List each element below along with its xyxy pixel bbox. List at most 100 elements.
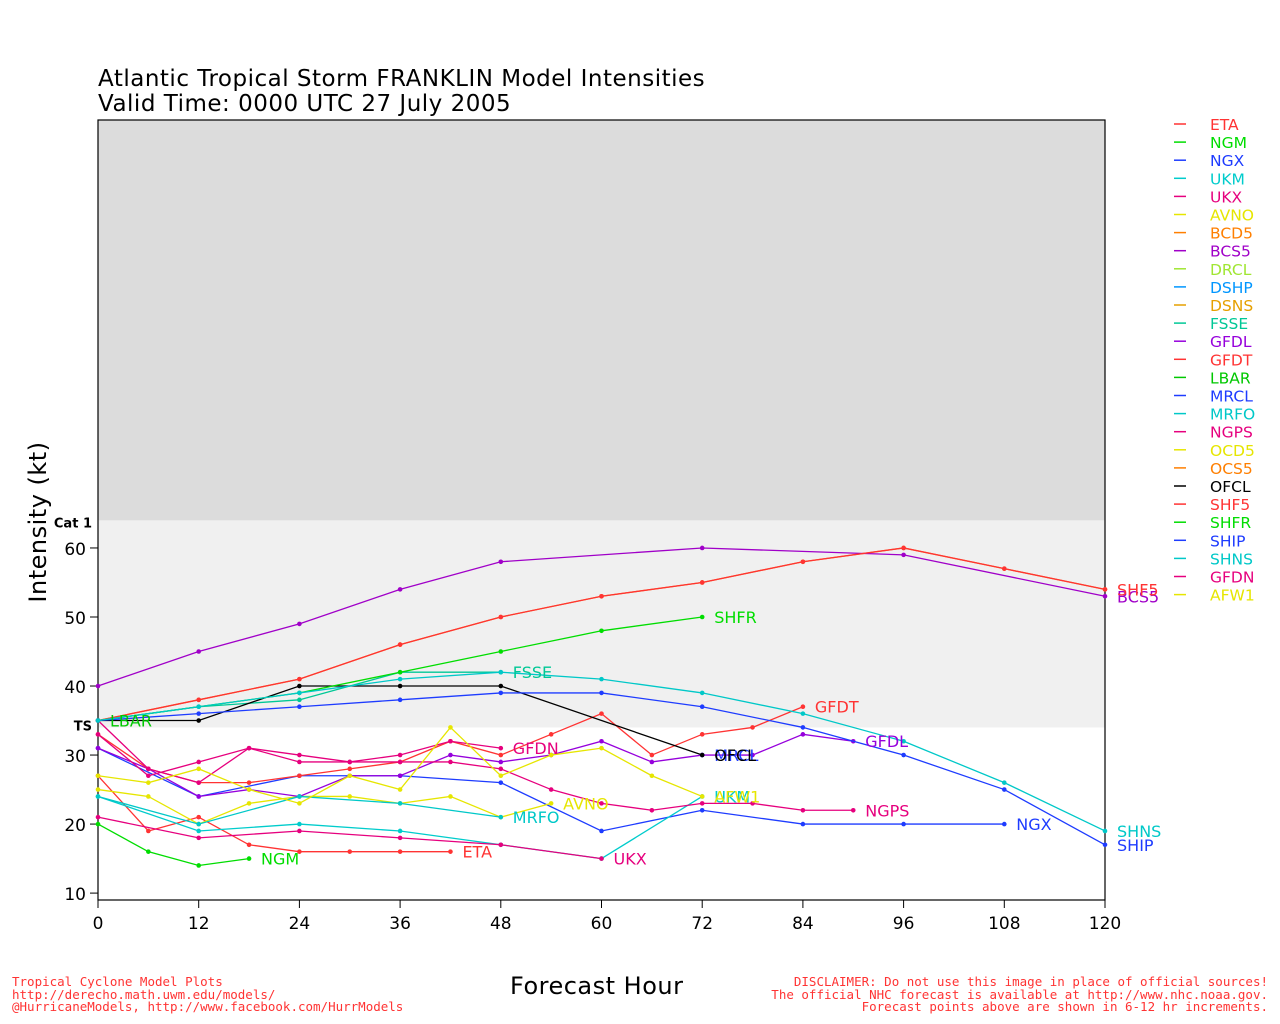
chart-subtitle: Valid Time: 0000 UTC 27 July 2005 (98, 91, 512, 117)
end-label-ngm: NGM (261, 850, 299, 869)
data-point (599, 745, 604, 751)
x-tick-label: 84 (792, 914, 814, 934)
data-point (850, 807, 856, 813)
data-point (448, 794, 453, 799)
data-point (95, 821, 101, 827)
data-point (196, 835, 201, 841)
data-point (750, 752, 755, 758)
end-label-bcs5: BCS5 (1117, 587, 1159, 606)
legend-entry-mrcl: MRCL (1210, 388, 1253, 406)
data-point (347, 794, 353, 799)
end-label-mrfo: MRFO (513, 808, 560, 827)
data-point (800, 559, 806, 565)
end-label-ngx: NGX (1016, 815, 1051, 834)
end-label-eta: ETA (462, 843, 492, 862)
data-point (498, 780, 504, 785)
data-point (196, 766, 201, 772)
legend-entry-avno: AVNO (1210, 207, 1254, 225)
legend-entry-shf5: SHF5 (1210, 496, 1250, 514)
data-point (196, 794, 201, 799)
x-tick-label: 36 (389, 914, 411, 934)
data-point (146, 766, 151, 772)
data-point (599, 711, 604, 716)
y-tick-label: 30 (64, 747, 86, 767)
data-point (397, 759, 403, 765)
data-point (498, 766, 504, 772)
data-point (901, 821, 906, 827)
data-point (498, 669, 504, 675)
end-label-gfdl: GFDL (865, 732, 908, 751)
data-point (699, 545, 705, 551)
y-tick-label: 60 (64, 540, 86, 560)
data-point (146, 773, 151, 779)
end-label-ukm: UKM (714, 787, 750, 806)
legend-entry-fsse: FSSE (1210, 315, 1248, 333)
data-point (699, 807, 705, 813)
data-point (599, 676, 604, 682)
end-label-gfdt: GFDT (815, 698, 859, 717)
series-line (97, 720, 854, 811)
data-point (397, 683, 403, 689)
data-point (800, 711, 806, 716)
data-point (297, 676, 302, 682)
footer-disclaimer-line-1: DISCLAIMER: Do not use this image in pla… (793, 974, 1268, 989)
data-point (297, 621, 302, 627)
data-point (448, 738, 453, 744)
axes: 0 12 24 36 48 60 72 84 96 108 120 10 20 30 40 50 60 TS Cat… (54, 119, 1121, 934)
data-point (196, 711, 201, 716)
data-point (800, 821, 806, 827)
data-point (397, 676, 403, 682)
legend-entry-shfr: SHFR (1210, 514, 1251, 532)
y-tick-label: 10 (64, 885, 86, 905)
data-point (800, 704, 806, 710)
data-point (95, 773, 101, 779)
footer-credit-line-2[interactable]: http://derecho.math.uwm.edu/models/ (12, 986, 276, 1002)
end-label-mrcl: MRCL (714, 746, 758, 765)
legend-entry-ocd5: OCD5 (1210, 442, 1255, 460)
legend-entry-shns: SHNS (1210, 550, 1253, 568)
data-point (95, 745, 101, 751)
threshold-bands (98, 120, 1105, 728)
data-point (448, 849, 453, 854)
data-point (1002, 787, 1007, 792)
legend-entry-lbar: LBAR (1210, 369, 1251, 387)
x-tick-label: 72 (691, 914, 713, 934)
data-point (548, 787, 554, 792)
x-tick-label: 48 (490, 914, 512, 934)
series-line (97, 733, 854, 798)
series-gfdn (95, 732, 504, 779)
y-tick-label: 20 (64, 816, 86, 836)
data-point (297, 759, 302, 765)
series-avno (95, 787, 554, 827)
data-point (649, 752, 655, 758)
data-point (95, 683, 101, 689)
data-point (246, 842, 252, 848)
data-point (699, 704, 705, 710)
data-point (901, 552, 906, 558)
data-point (750, 725, 755, 730)
data-point (1102, 828, 1108, 834)
data-point (599, 828, 604, 834)
data-point (397, 835, 403, 841)
series-line (97, 788, 552, 825)
data-point (699, 690, 705, 696)
data-point (196, 863, 201, 868)
data-point (699, 752, 705, 758)
legend-entry-ngps: NGPS (1210, 424, 1253, 442)
data-point (548, 752, 554, 758)
legend-entry-ship: SHIP (1210, 532, 1245, 550)
end-label-avno: AVNO (563, 794, 608, 813)
footer-credit-line-3[interactable]: @HurricaneModels, http://www.facebook.co… (12, 999, 404, 1014)
series-line (97, 747, 1005, 832)
end-label-lbar: LBAR (110, 712, 152, 731)
data-point (1102, 587, 1108, 592)
threshold-label: Cat 1 (54, 516, 92, 531)
data-point (548, 732, 554, 737)
end-labels: ETA NGM NGX UKM UKX AVNO BCS5 FSSE GFDL GFDT LBAR M… (110, 580, 1161, 868)
legend-entry-bcs5: BCS5 (1210, 243, 1251, 261)
data-point (599, 690, 604, 696)
data-point (397, 849, 403, 854)
data-point (95, 718, 101, 723)
data-point (397, 642, 403, 647)
